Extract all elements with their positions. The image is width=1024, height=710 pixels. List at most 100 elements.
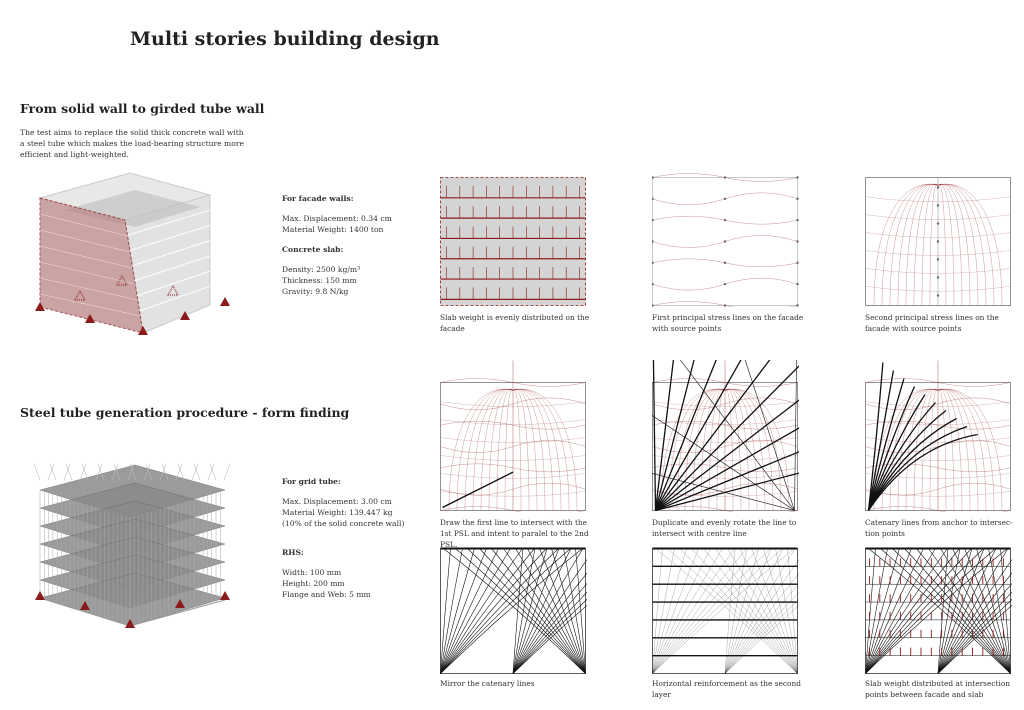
source-point — [723, 261, 727, 265]
catenary-line — [724, 559, 799, 674]
catenary-line — [865, 548, 948, 674]
panel-caption: Duplicate and evenly rotate the line to … — [652, 518, 797, 538]
catenary-line — [727, 548, 798, 674]
catenary-line — [652, 548, 723, 674]
catenary-line — [455, 548, 586, 674]
catenary-line — [440, 548, 499, 674]
source-point — [936, 240, 940, 243]
slab-line — [124, 209, 211, 237]
catenary-line — [652, 548, 711, 674]
catenary-line — [652, 548, 663, 674]
catenary-line — [867, 362, 884, 511]
catenary-line — [512, 548, 572, 674]
diagram-panel-1 — [440, 177, 586, 306]
source-point — [936, 204, 940, 207]
line — [652, 360, 657, 511]
grid-member — [79, 463, 87, 481]
catenary-line — [652, 548, 735, 674]
grid-member — [129, 463, 137, 481]
catenary-line — [739, 548, 798, 674]
source-point — [796, 176, 799, 179]
spec-line: Gravity: 9.8 N/kg — [282, 287, 349, 296]
catenary-line — [775, 548, 798, 674]
panel-caption: Mirror the catenary lines — [440, 679, 535, 688]
catenary-line — [937, 548, 949, 674]
catenary-line — [512, 559, 587, 674]
catenary-line — [724, 548, 736, 674]
source-point — [723, 240, 727, 243]
section2-heading: Steel tube generation procedure - form f… — [20, 405, 350, 420]
panel-caption: Second principal stress lines on the fac… — [865, 313, 999, 333]
spec-line: Thickness: 150 mm — [282, 276, 357, 285]
grid-member — [95, 463, 103, 481]
catenary-line — [763, 548, 798, 674]
diagram-panel-9 — [865, 547, 1012, 674]
catenary-line — [724, 548, 784, 674]
source-point — [936, 222, 940, 225]
panel-caption: Slab weight is evenly distributed on the… — [440, 313, 590, 333]
diagram-panel-5 — [652, 360, 799, 512]
source-point — [652, 261, 654, 265]
spec-line: Max. Displacement: 0.34 cm — [282, 214, 392, 223]
support-triangle-icon — [175, 599, 185, 608]
panel-caption: First principal stress lines on the faca… — [652, 313, 804, 333]
slab-heading: Concrete slab: — [282, 245, 344, 254]
grid-member — [111, 463, 119, 481]
spec-line: Width: 100 mm — [282, 568, 342, 577]
grid-tube-specs: For grid tube: Max. Displacement: 3.00 c… — [282, 476, 422, 600]
catenary-line — [751, 548, 798, 674]
load-triangle-icon — [74, 289, 86, 301]
grid-member — [177, 463, 185, 481]
catenary-line — [937, 548, 985, 674]
catenary-line — [440, 548, 571, 674]
source-point — [723, 176, 727, 179]
catenary-line — [937, 604, 1012, 674]
catenary-line — [867, 394, 926, 511]
support-triangle-icon — [180, 311, 190, 320]
catenary-line — [940, 548, 1011, 674]
source-point — [652, 304, 654, 307]
diagram-panel-7 — [440, 547, 587, 674]
slab-line — [39, 277, 138, 301]
catenary-line — [867, 386, 916, 511]
source-point — [723, 197, 727, 201]
catenary-line — [440, 548, 487, 674]
source-point — [936, 294, 940, 297]
source-point — [723, 282, 727, 286]
catenary-line — [652, 548, 771, 674]
facade-specs: For facade walls: Max. Displacement: 0.3… — [282, 193, 422, 297]
grid-member — [209, 463, 217, 481]
catenary-line — [976, 548, 1011, 674]
slab-line — [39, 213, 128, 237]
panel-group — [652, 173, 799, 307]
catenary-line — [539, 548, 586, 674]
catenary-line — [575, 548, 586, 674]
catenary-line — [652, 548, 675, 674]
line — [652, 473, 795, 511]
spec-line: Max. Displacement: 3.00 cm — [282, 497, 392, 506]
catenary-line — [724, 548, 796, 674]
grid-member — [49, 463, 57, 481]
support-triangle-icon — [138, 326, 148, 335]
grid-member — [193, 463, 201, 481]
catenary-line — [440, 548, 559, 674]
catenary-line — [652, 548, 747, 674]
support-triangle-icon — [85, 314, 95, 323]
grid-member — [65, 463, 73, 481]
catenary-line — [440, 548, 535, 674]
catenary-line — [787, 548, 798, 674]
catenary-line — [867, 402, 937, 511]
panel-group — [440, 547, 587, 674]
line — [442, 471, 514, 509]
catenary-line — [440, 548, 511, 674]
catenary-line — [724, 548, 748, 674]
support-triangle-icon — [125, 619, 135, 628]
solid-wall-cube-illustration — [35, 172, 230, 335]
grid-member — [159, 463, 167, 481]
tube-heading: For grid tube: — [282, 477, 341, 486]
catenary-line — [724, 599, 799, 674]
panel-group — [652, 360, 799, 512]
catenary-line — [503, 548, 586, 674]
catenary-line — [440, 548, 523, 674]
support-triangle-icon — [80, 601, 90, 610]
